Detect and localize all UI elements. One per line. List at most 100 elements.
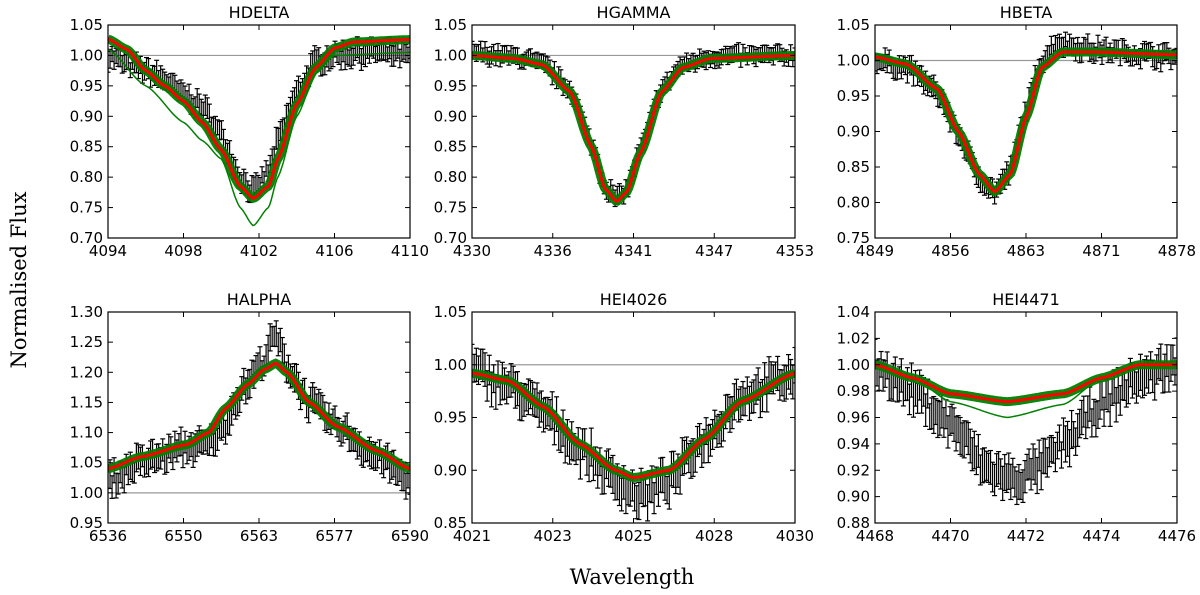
y-tick-label: 0.94 xyxy=(837,435,870,453)
y-tick-label: 0.90 xyxy=(434,461,467,479)
subplot-hbeta: HBETA 4849 4856 4863 4871 4878 0.75 0.80 0.85 0.9… xyxy=(837,3,1197,260)
subplot-hei4026: HEI4026 4021 4023 4025 4028 4030 0.85 0.90 0.95 1… xyxy=(434,290,815,545)
y-tick-label: 1.15 xyxy=(70,393,103,411)
y-tick-label: 1.00 xyxy=(837,52,870,70)
error-bar xyxy=(1174,47,1177,63)
subplot-title: HALPHA xyxy=(227,290,292,309)
x-tick-label: 4472 xyxy=(1007,527,1045,545)
best-fit-line xyxy=(875,363,1177,404)
y-tick-label: 1.00 xyxy=(434,46,467,64)
x-tick-label: 6577 xyxy=(315,527,353,545)
x-tick-label: 4094 xyxy=(89,242,127,260)
x-tick-label: 4468 xyxy=(856,527,894,545)
x-tick-label: 6550 xyxy=(164,527,202,545)
best-fit-line xyxy=(472,53,795,203)
y-tick-label: 0.70 xyxy=(70,229,103,247)
subplot-hgamma: HGAMMA 4330 4336 4341 4347 4353 0.70 0.75 0.80 0.… xyxy=(434,3,815,260)
plot-area xyxy=(108,320,410,500)
error-bar xyxy=(407,472,410,495)
y-tick-label: 0.85 xyxy=(434,514,467,532)
y-tick-label: 0.88 xyxy=(837,514,870,532)
y-tick-label: 0.85 xyxy=(837,158,870,176)
y-tick-label: 0.70 xyxy=(434,229,467,247)
x-tick-label: 4098 xyxy=(164,242,202,260)
y-tick-label: 1.00 xyxy=(837,356,870,374)
y-tick-label: 1.10 xyxy=(70,424,103,442)
y-tick-label: 1.00 xyxy=(70,484,103,502)
y-tick-label: 0.90 xyxy=(70,107,103,125)
x-tick-label: 4330 xyxy=(453,242,491,260)
x-tick-label: 4106 xyxy=(315,242,353,260)
y-tick-label: 1.20 xyxy=(70,363,103,381)
x-tick-label: 4878 xyxy=(1158,242,1196,260)
x-tick-label: 4021 xyxy=(453,527,491,545)
y-tick-label: 0.96 xyxy=(837,409,870,427)
x-tick-label: 4856 xyxy=(931,242,969,260)
y-tick-label: 1.05 xyxy=(434,303,467,321)
x-tick-label: 6536 xyxy=(89,527,127,545)
x-tick-label: 4030 xyxy=(776,527,814,545)
y-tick-label: 1.00 xyxy=(434,356,467,374)
axes-frame xyxy=(874,311,1178,524)
subplot-halpha: HALPHA 6536 6550 6563 6577 6590 0.95 1.00 1.05 1.… xyxy=(70,290,430,545)
y-tick-label: 1.02 xyxy=(837,329,870,347)
y-tick-label: 0.75 xyxy=(70,199,103,217)
error-bar xyxy=(792,346,795,384)
best-fit-line xyxy=(875,50,1177,194)
y-tick-label: 1.05 xyxy=(70,454,103,472)
y-tick-label: 0.90 xyxy=(434,107,467,125)
y-tick-label: 0.75 xyxy=(434,199,467,217)
error-bar xyxy=(1069,409,1075,450)
plot-area xyxy=(472,40,795,208)
y-tick-label: 1.05 xyxy=(434,16,467,34)
best-fit-line xyxy=(108,361,410,471)
x-tick-label: 4849 xyxy=(856,242,894,260)
x-tick-label: 4474 xyxy=(1082,527,1120,545)
y-tick-label: 0.85 xyxy=(434,138,467,156)
axes-frame xyxy=(107,24,411,239)
subplot-title: HEI4026 xyxy=(600,290,668,309)
x-tick-label: 4025 xyxy=(614,527,652,545)
subplot-title: HGAMMA xyxy=(597,3,671,22)
x-tick-label: 6563 xyxy=(240,527,278,545)
plot-area xyxy=(108,34,410,227)
y-tick-label: 0.80 xyxy=(70,168,103,186)
x-tick-label: 4102 xyxy=(240,242,278,260)
y-tick-label: 1.05 xyxy=(70,16,103,34)
model-ensemble-band xyxy=(108,34,410,204)
best-fit-line xyxy=(472,371,795,480)
y-tick-label: 1.04 xyxy=(837,303,870,321)
axes-frame xyxy=(107,311,411,524)
x-tick-label: 4110 xyxy=(391,242,429,260)
subplot-hei4471: HEI4471 4468 4470 4472 4474 4476 0.88 0.90 0.92 0… xyxy=(837,290,1197,545)
plot-area xyxy=(875,31,1177,205)
subplot-title: HEI4471 xyxy=(992,290,1060,309)
model-ensemble-line xyxy=(108,48,410,227)
plot-area xyxy=(472,343,795,522)
y-tick-label: 0.95 xyxy=(434,409,467,427)
subplot-hdelta: HDELTA 4094 4098 4102 4106 4110 0.70 0.75 0.80 0.… xyxy=(70,3,430,260)
y-tick-label: 0.98 xyxy=(837,382,870,400)
y-tick-label: 0.95 xyxy=(837,87,870,105)
model-ensemble-band xyxy=(472,50,795,206)
error-bar xyxy=(931,395,937,435)
y-tick-label: 1.05 xyxy=(837,16,870,34)
error-bar xyxy=(792,47,795,62)
x-tick-label: 4470 xyxy=(931,527,969,545)
best-fit-line xyxy=(108,37,410,200)
subplot-title: HDELTA xyxy=(229,3,290,22)
axes-frame xyxy=(471,311,796,524)
x-tick-label: 4863 xyxy=(1007,242,1045,260)
y-tick-label: 0.95 xyxy=(70,77,103,95)
y-tick-label: 0.85 xyxy=(70,138,103,156)
y-tick-label: 1.30 xyxy=(70,303,103,321)
x-tick-label: 4347 xyxy=(695,242,733,260)
x-axis-label: Wavelength xyxy=(570,565,695,589)
x-tick-label: 6590 xyxy=(391,527,429,545)
y-tick-label: 1.00 xyxy=(70,46,103,64)
plot-area xyxy=(875,337,1177,506)
error-bar xyxy=(935,399,941,439)
x-tick-label: 4476 xyxy=(1158,527,1196,545)
x-tick-label: 4341 xyxy=(614,242,652,260)
